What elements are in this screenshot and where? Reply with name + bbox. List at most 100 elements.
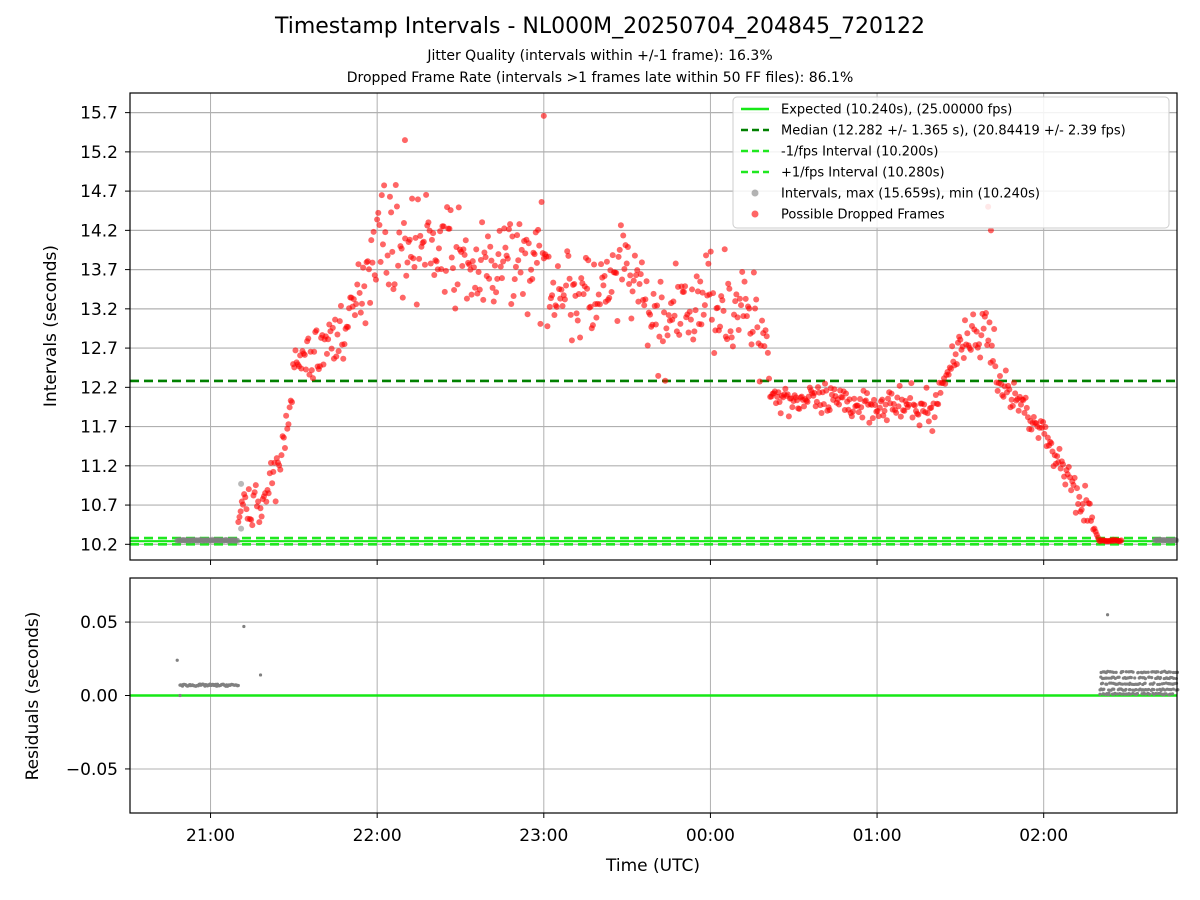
dropped-frame-point — [647, 311, 654, 318]
dropped-frame-point — [978, 332, 985, 339]
dropped-frame-point — [497, 263, 504, 270]
dropped-frame-point — [472, 284, 479, 291]
dropped-frame-point — [263, 498, 270, 505]
dropped-frame-point — [687, 316, 694, 323]
dropped-frame-point — [1089, 514, 1096, 521]
dropped-frame-point — [433, 258, 440, 265]
dropped-frame-point — [977, 354, 984, 361]
dropped-frame-point — [1028, 426, 1035, 433]
residual-point — [1111, 670, 1116, 674]
dropped-frame-point — [252, 482, 259, 489]
dropped-frame-point — [996, 373, 1003, 380]
dropped-frame-point — [600, 282, 607, 289]
dropped-frame-point — [987, 227, 994, 234]
dropped-frame-point — [820, 401, 827, 408]
dropped-frame-point — [901, 407, 908, 414]
residual-point — [1121, 669, 1125, 674]
residual-point — [1143, 692, 1148, 696]
dropped-frame-point — [587, 303, 594, 310]
dropped-frame-point — [273, 455, 280, 462]
dropped-frame-point — [818, 409, 825, 416]
dropped-frame-point — [385, 281, 392, 288]
dropped-frame-point — [469, 258, 476, 265]
dropped-frame-point — [894, 394, 901, 401]
dropped-frame-point — [449, 265, 456, 272]
dropped-frame-point — [1017, 401, 1024, 408]
dropped-frame-point — [734, 314, 741, 321]
x-tick-label: 01:00 — [853, 826, 902, 846]
dropped-frame-point — [585, 257, 592, 264]
dropped-frame-point — [507, 221, 514, 228]
dropped-frame-point — [627, 272, 634, 279]
residual-point — [1138, 675, 1142, 679]
residual-point — [1136, 670, 1140, 675]
dropped-frame-point — [638, 259, 645, 266]
dropped-frame-point — [270, 468, 277, 475]
dropped-frame-point — [967, 346, 974, 353]
dropped-frame-point — [846, 396, 853, 403]
y-tick-label: 15.2 — [80, 143, 118, 163]
dropped-frame-point — [616, 246, 623, 253]
dropped-frame-point — [382, 229, 389, 236]
dropped-frame-point — [629, 288, 636, 295]
dropped-frame-point — [361, 283, 368, 290]
dropped-frame-point — [235, 519, 242, 526]
residual-point — [1117, 675, 1121, 679]
dropped-frame-point — [413, 301, 420, 308]
dropped-frame-point — [522, 250, 529, 257]
legend: Expected (10.240s), (25.00000 fps) Median… — [732, 96, 1170, 229]
dropped-frame-point — [872, 402, 879, 409]
dropped-frame-point — [500, 258, 507, 265]
dropped-frame-point — [401, 137, 408, 144]
dropped-frame-point — [239, 501, 246, 508]
dropped-frame-point — [505, 226, 512, 233]
dropped-frame-point — [447, 207, 454, 214]
dropped-frame-point — [614, 318, 621, 325]
dropped-frame-point — [796, 405, 803, 412]
dropped-frame-point — [577, 334, 584, 341]
dropped-frame-point — [248, 516, 255, 523]
bottom-panel-points — [130, 613, 1180, 698]
residual-point — [1135, 691, 1139, 696]
dropped-frame-point — [957, 336, 964, 343]
dropped-frame-point — [463, 295, 470, 302]
dropped-frame-point — [283, 412, 290, 419]
dropped-frame-point — [637, 271, 644, 278]
residual-point — [1107, 691, 1111, 695]
residual-point — [1164, 692, 1168, 696]
dropped-frame-point — [623, 260, 630, 267]
dropped-frame-point — [782, 385, 789, 392]
dropped-frame-point — [428, 236, 435, 243]
dropped-frame-point — [462, 237, 469, 244]
dropped-frame-point — [857, 396, 864, 403]
y-tick-label: 10.2 — [80, 535, 118, 555]
dropped-frame-point — [694, 288, 701, 295]
dropped-frame-point — [545, 253, 552, 260]
dropped-frame-point — [341, 341, 348, 348]
dropped-frame-point — [538, 199, 545, 206]
dropped-frame-point — [937, 389, 944, 396]
dropped-frame-point — [726, 285, 733, 292]
dropped-frame-point — [859, 414, 866, 421]
dropped-frame-point — [510, 293, 517, 300]
dropped-frame-point — [1072, 509, 1079, 516]
dropped-frame-point — [690, 336, 697, 343]
dropped-frame-point — [502, 244, 509, 251]
dropped-frame-point — [1078, 506, 1085, 513]
dropped-frame-point — [372, 276, 379, 283]
residual-point — [1113, 676, 1117, 680]
dropped-frame-point — [528, 266, 535, 273]
dropped-frame-rate-subtitle: Dropped Frame Rate (intervals >1 frames … — [346, 70, 854, 86]
dropped-frame-point — [727, 328, 734, 335]
dropped-frame-point — [631, 252, 638, 259]
dropped-frame-point — [617, 222, 624, 229]
dropped-frame-point — [1062, 481, 1069, 488]
dropped-frame-point — [975, 341, 982, 348]
dropped-frame-point — [390, 286, 397, 293]
residual-point — [1157, 682, 1162, 686]
dropped-frame-point — [961, 317, 968, 324]
residual-point — [1102, 687, 1106, 691]
y-tick-label: 11.7 — [80, 418, 118, 438]
dropped-frame-point — [1042, 423, 1049, 430]
